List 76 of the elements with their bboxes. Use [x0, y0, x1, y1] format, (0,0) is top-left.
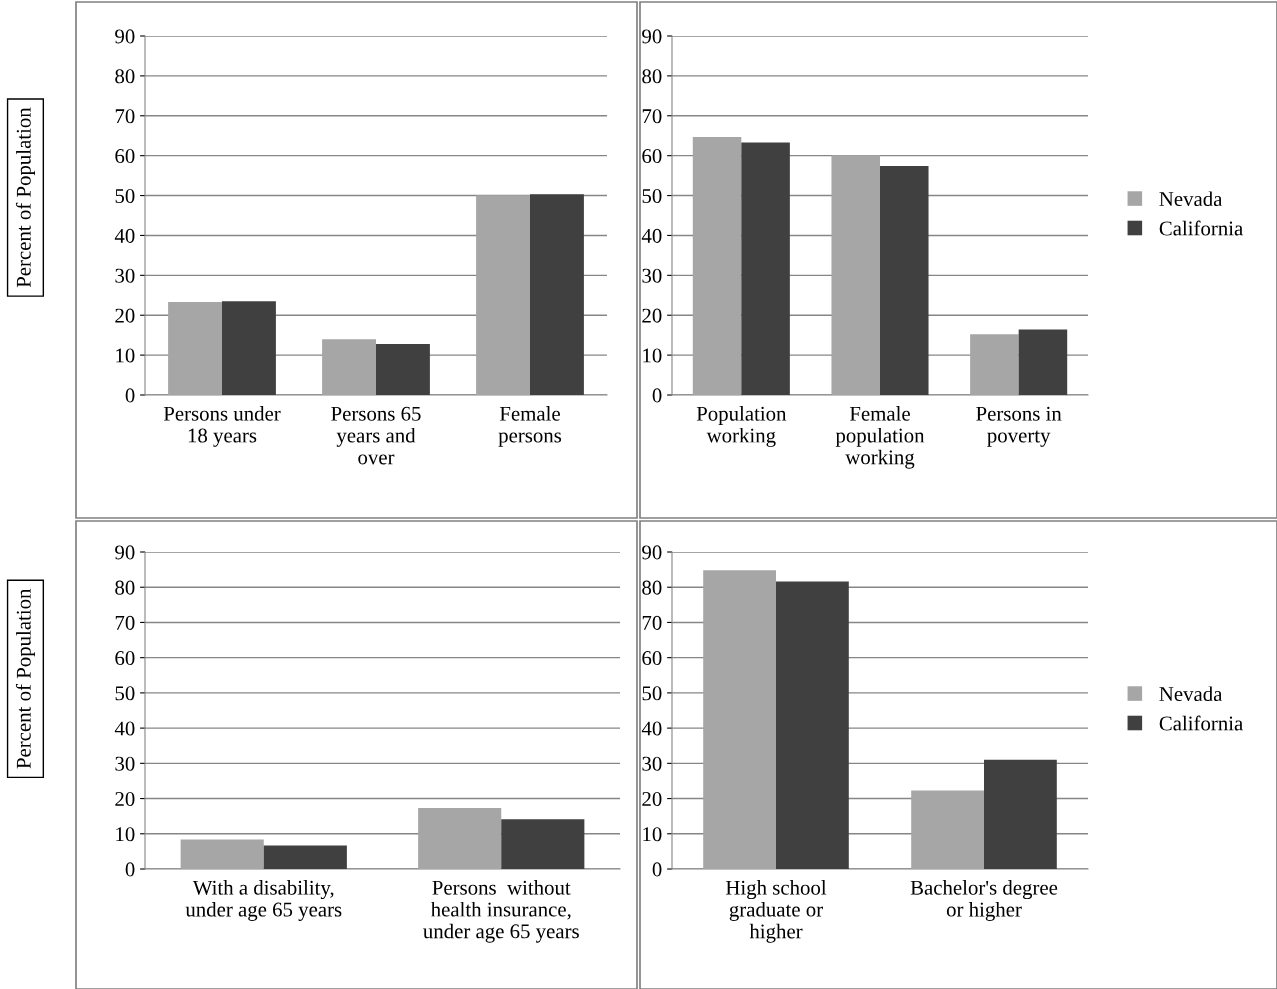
y-tick-label: 10	[643, 348, 662, 363]
y-tick-label: 90	[115, 29, 135, 44]
bar	[911, 790, 984, 869]
y-tick-label: 0	[125, 388, 135, 403]
y-tick-label: 10	[116, 348, 135, 363]
x-tick-label: With a disability, under age 65 years	[185, 880, 342, 921]
bar	[501, 819, 585, 869]
y-tick-label: 50	[642, 686, 662, 701]
bar	[831, 155, 880, 395]
y-tick-label: 90	[115, 545, 135, 560]
x-tick-label: High school graduate or higher	[725, 880, 827, 943]
x-tick-label: Persons 65 years and over	[331, 406, 421, 465]
y-tick-label: 80	[115, 69, 135, 84]
y-tick-label: 30	[115, 268, 135, 283]
y-tick-label: 20	[642, 791, 662, 806]
bar	[776, 581, 849, 869]
x-tick-label: Persons under 18 years	[163, 406, 281, 447]
bar	[322, 339, 376, 395]
y-tick-label: 20	[642, 308, 662, 323]
bar	[376, 343, 430, 395]
y-tick-label: 80	[642, 69, 662, 84]
bar	[222, 301, 276, 395]
x-tick-label: Bachelor's degree or higher	[910, 880, 1058, 921]
y-tick-label: 50	[115, 686, 135, 701]
y-tick-label: 70	[115, 615, 135, 630]
x-tick-label: Persons in poverty	[976, 406, 1062, 447]
y-tick-label: 70	[115, 109, 135, 124]
y-tick-label: 10	[643, 827, 662, 842]
legend-label: California	[1159, 220, 1243, 236]
legend-label: California	[1159, 715, 1243, 731]
y-tick-label: 70	[642, 109, 662, 124]
y-tick-label: 30	[642, 756, 662, 771]
y-tick-label: 90	[642, 545, 662, 560]
y-tick-label: 60	[115, 651, 135, 666]
y-tick-label: 60	[642, 149, 662, 164]
x-tick-label: Female persons	[498, 406, 562, 447]
bar	[970, 334, 1019, 395]
bar	[263, 845, 347, 869]
x-tick-label: Persons without health insurance, under age 65 years	[423, 880, 579, 943]
y-tick-label: 60	[115, 149, 135, 164]
y-tick-label: 40	[114, 721, 135, 736]
y-tick-label: 20	[115, 308, 135, 323]
y-tick-label: 50	[115, 188, 135, 203]
y-tick-label: 0	[652, 388, 662, 403]
y-tick-label: 60	[642, 651, 662, 666]
bar	[984, 759, 1057, 869]
bar	[880, 166, 929, 395]
y-tick-label: 40	[641, 228, 662, 243]
y-tick-label: 40	[641, 721, 662, 736]
legend-label: Nevada	[1159, 686, 1223, 702]
y-tick-label: 0	[125, 862, 135, 877]
bar	[418, 808, 502, 869]
y-tick-label: 50	[642, 188, 662, 203]
y-tick-label: 20	[115, 791, 135, 806]
bar	[1018, 329, 1068, 395]
x-tick-label: Female population working	[835, 406, 925, 469]
y-tick-label: 10	[116, 827, 135, 842]
bar	[703, 570, 776, 869]
bar	[530, 194, 584, 395]
y-tick-label: 80	[115, 580, 135, 595]
y-axis-title: Percent of Population	[15, 107, 35, 288]
legend-label: Nevada	[1159, 191, 1223, 207]
bar	[476, 195, 530, 395]
x-tick-label: Population working	[696, 406, 787, 447]
bar	[180, 839, 264, 869]
y-tick-label: 40	[114, 228, 135, 243]
y-tick-label: 80	[642, 580, 662, 595]
y-tick-label: 70	[642, 615, 662, 630]
bar	[741, 142, 790, 395]
y-tick-label: 90	[642, 29, 662, 44]
bar	[692, 136, 742, 395]
y-tick-label: 0	[652, 862, 662, 877]
y-tick-label: 30	[115, 756, 135, 771]
bar	[168, 302, 222, 395]
y-tick-label: 30	[642, 268, 662, 283]
y-axis-title: Percent of Population	[15, 588, 35, 769]
